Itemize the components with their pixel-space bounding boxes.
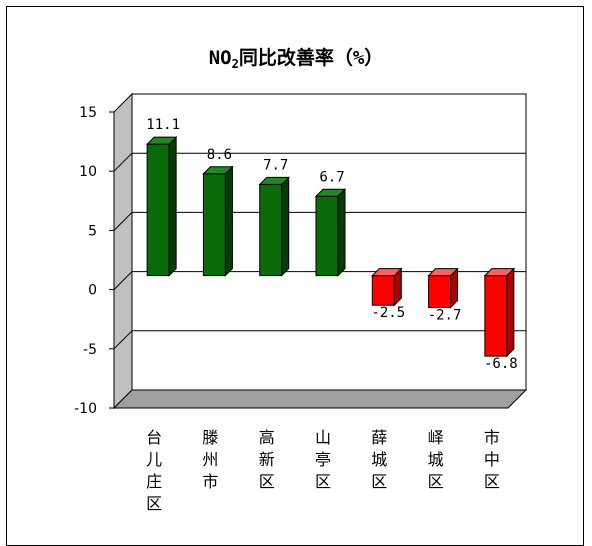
bar — [315, 195, 339, 277]
chart-title-rest: 同比改善率（%） — [239, 46, 383, 69]
bar-side — [506, 267, 515, 358]
data-label: 11.1 — [146, 117, 180, 133]
bar-side — [337, 188, 346, 277]
bar-top — [202, 166, 234, 175]
x-tick-label: 山亭区 — [315, 428, 331, 491]
chart-title-subscript: 2 — [232, 57, 239, 71]
data-label: -6.8 — [484, 356, 518, 372]
floor — [112, 389, 528, 409]
data-label: 8.6 — [207, 147, 232, 163]
gridline-side — [113, 212, 133, 231]
bar-top — [483, 268, 516, 277]
bar-top — [258, 176, 290, 185]
chart-title: NO2同比改善率（%） — [209, 46, 384, 71]
y-tick-label: 5 — [88, 223, 97, 239]
y-tick-label: -10 — [74, 401, 97, 417]
x-tick-label: 滕州市 — [202, 428, 218, 491]
bar — [259, 183, 283, 277]
gridline-side — [113, 330, 133, 350]
bar — [371, 275, 395, 306]
bar-top — [371, 268, 403, 277]
x-tick-label: 台儿庄区 — [146, 428, 162, 513]
bar-top — [427, 268, 459, 277]
y-tick-label: 10 — [79, 164, 97, 180]
data-label: -2.7 — [428, 308, 462, 324]
data-label: -2.5 — [371, 305, 405, 321]
side-wall — [113, 92, 133, 410]
bar — [202, 173, 226, 277]
bar-top — [314, 188, 347, 197]
bar — [428, 275, 452, 309]
y-tick-label: -5 — [83, 342, 97, 358]
y-tick-label: 0 — [88, 283, 97, 299]
data-label: 6.7 — [319, 169, 344, 185]
chart-svg: NO2同比改善率（%） -10 -5 0 5 10 15 11.1 台儿庄区 8.6 滕州市 7.7… — [74, 46, 528, 513]
bar-side — [168, 135, 177, 277]
x-tick-label: 市中区 — [484, 428, 500, 491]
x-tick-label: 高新区 — [259, 428, 275, 491]
y-tick-label: 15 — [79, 105, 97, 121]
plot-area: -10 -5 0 5 10 15 11.1 台儿庄区 8.6 滕州市 7.7 高新区 6.7 山亭区 -2.… — [74, 92, 528, 513]
gridline-side — [113, 152, 133, 172]
bar — [146, 143, 170, 277]
x-tick-label: 峄城区 — [428, 428, 444, 491]
bar-side — [281, 176, 290, 277]
gridline-side — [113, 271, 133, 290]
bar-top — [145, 136, 178, 145]
bar-side — [224, 165, 233, 277]
x-tick-label: 薛城区 — [371, 428, 387, 491]
chart-title-main: NO — [209, 47, 232, 69]
bar — [484, 275, 508, 357]
data-label: 7.7 — [263, 157, 288, 173]
